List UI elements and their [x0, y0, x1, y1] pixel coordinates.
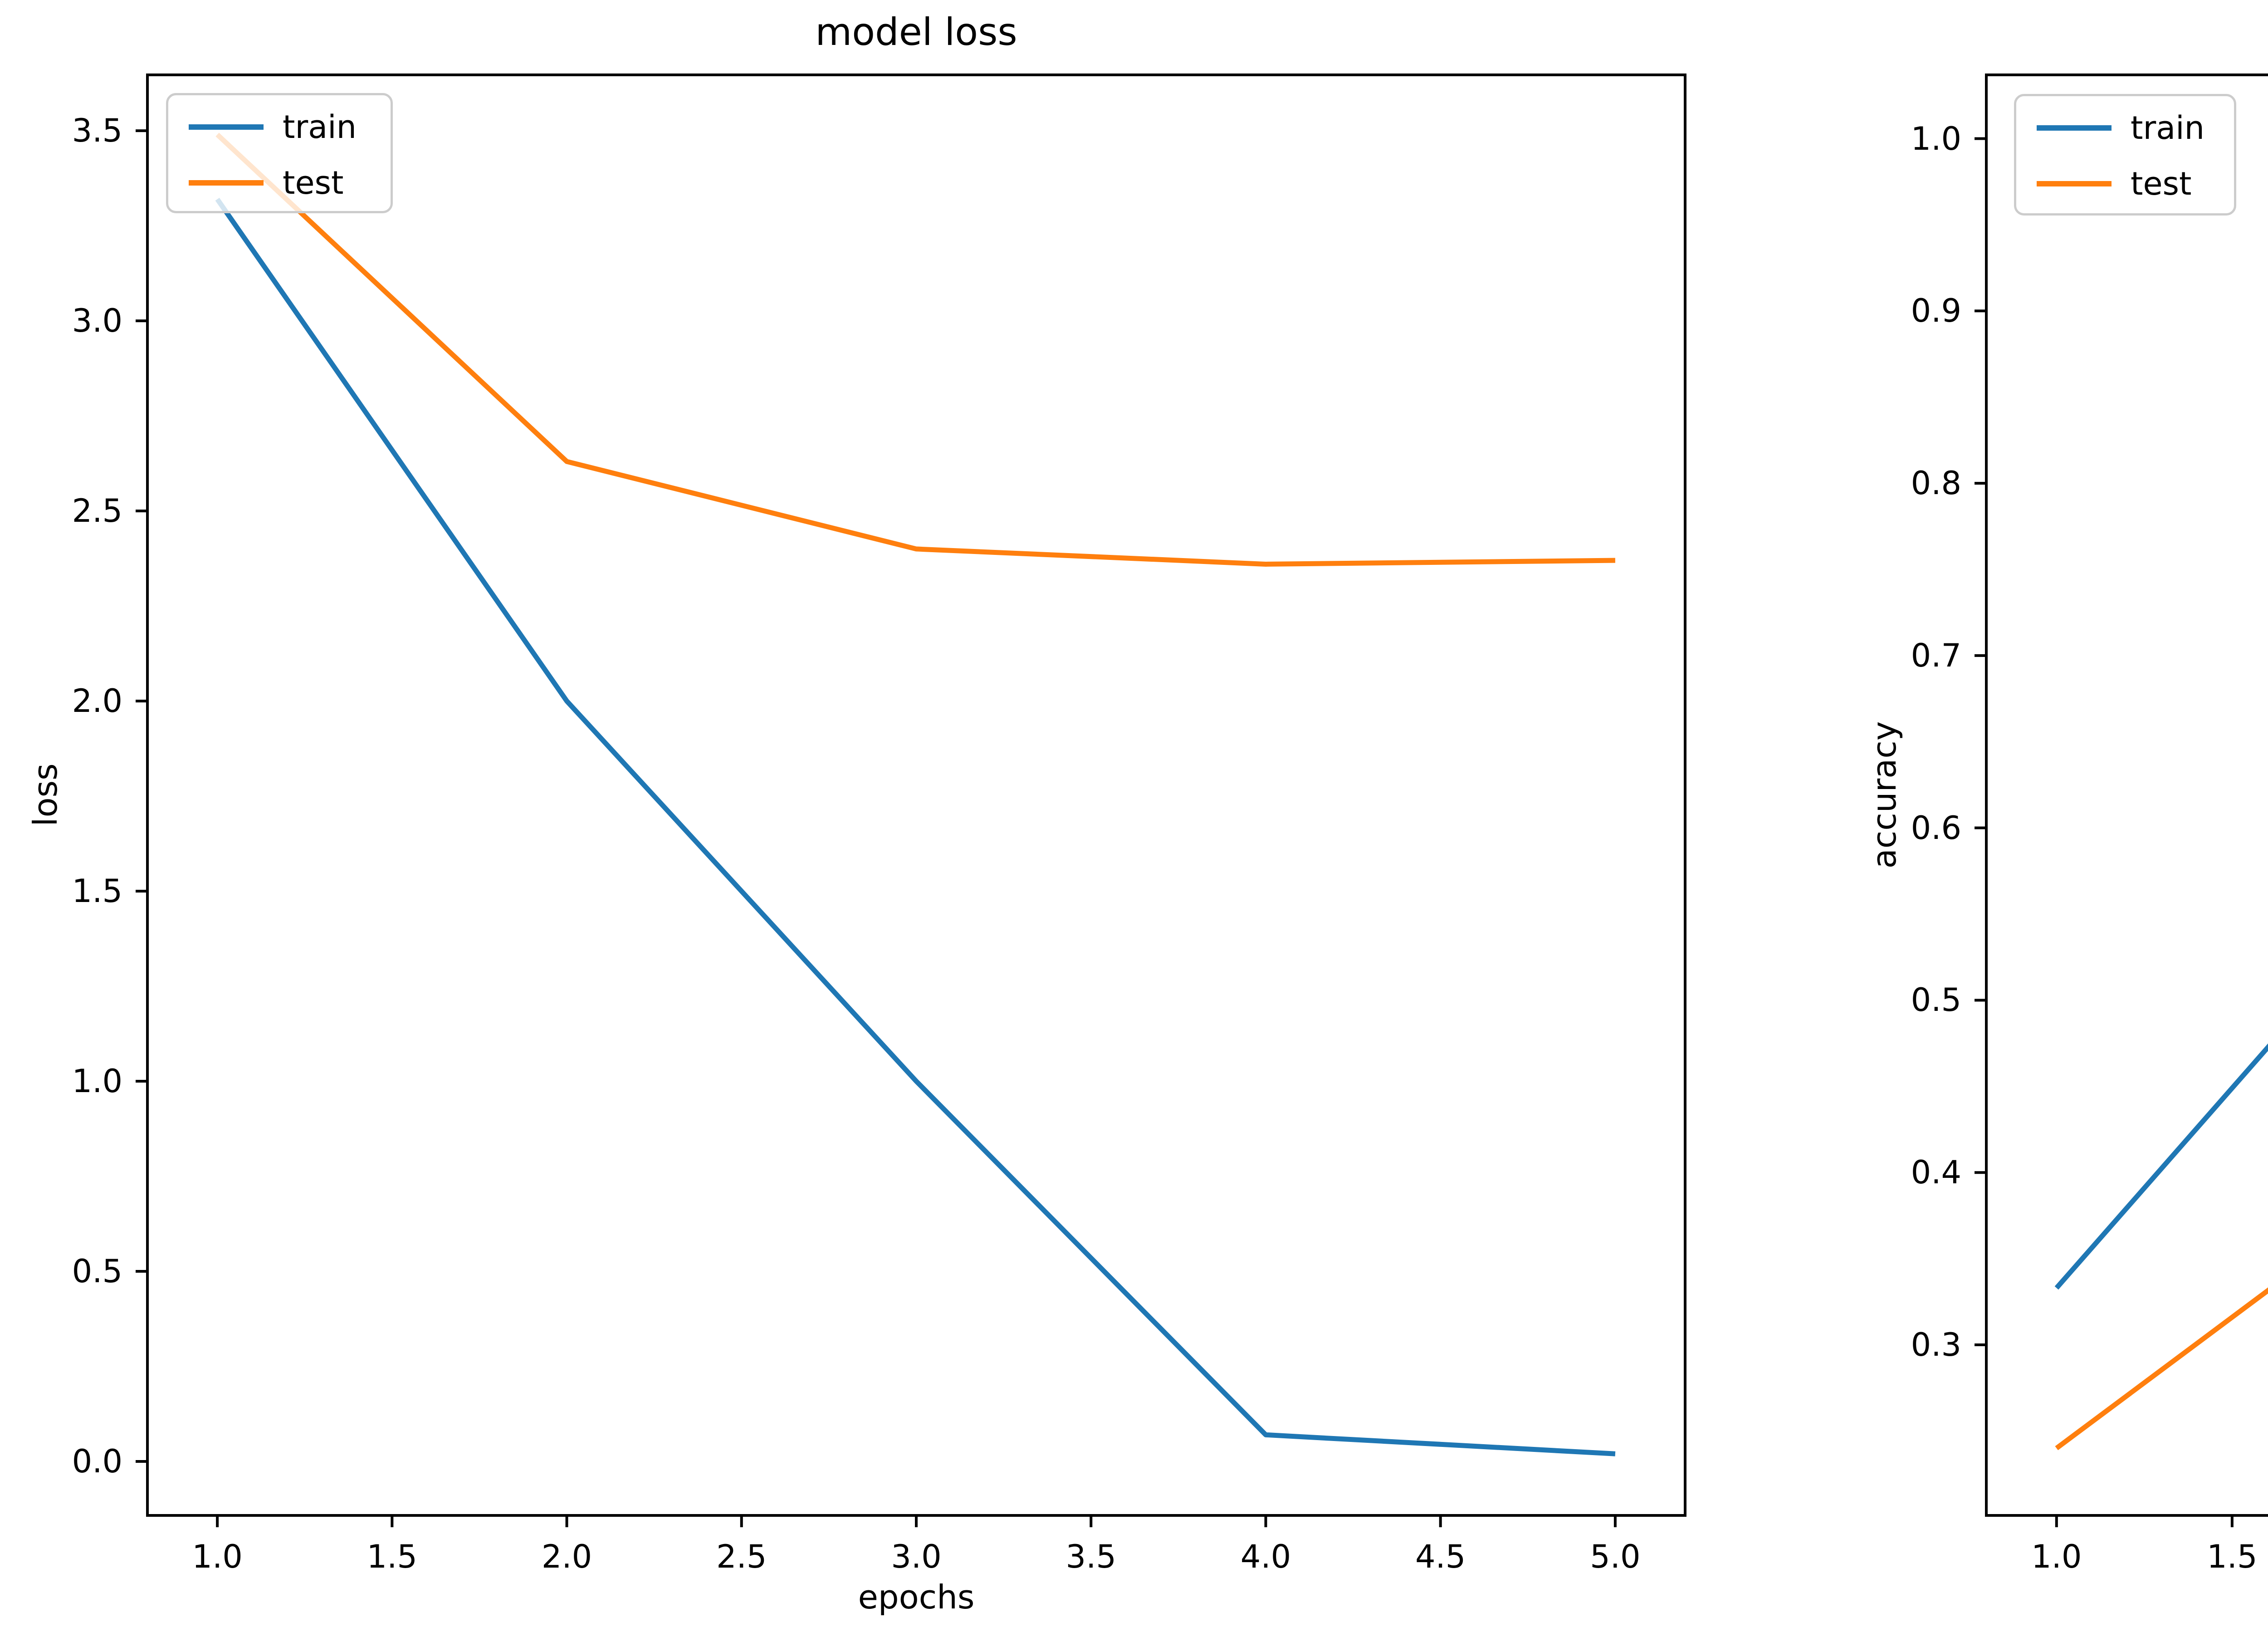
y-tick-label: 2.0 — [72, 682, 122, 720]
chart-3d-cnn-scores: 3D CNN scores epochs accuracy train test… — [1865, 0, 2268, 1647]
y-tick-label: 0.6 — [1911, 809, 1961, 847]
legend-entry-test: test — [2037, 166, 2191, 202]
x-axis-label: epochs — [858, 1578, 975, 1616]
x-tick-label: 4.0 — [1240, 1538, 1291, 1575]
x-tick-label: 1.0 — [2031, 1538, 2082, 1575]
legend-entry-test: test — [189, 165, 343, 201]
chart-model-loss: model loss epochs loss train test 1.0 1.5… — [26, 0, 1685, 1647]
legend: train test — [2014, 94, 2236, 216]
legend-label-train: train — [2131, 109, 2204, 147]
y-tick-label: 1.0 — [1911, 120, 1961, 157]
x-tick-label: 2.5 — [716, 1538, 767, 1575]
test-line-swatch-icon — [189, 180, 264, 186]
train-line — [215, 197, 1616, 1456]
legend-label-test: test — [2131, 165, 2192, 202]
x-axis-label: epochs — [1986, 1578, 2268, 1616]
y-axis-label: accuracy — [1865, 721, 1903, 869]
y-tick-label: 3.0 — [72, 302, 122, 340]
axes-frame — [1985, 74, 2268, 1517]
x-tick-label: 5.0 — [1590, 1538, 1641, 1575]
x-tick-label: 3.5 — [1066, 1538, 1116, 1575]
train-line-swatch-icon — [189, 124, 264, 130]
legend: train test — [166, 93, 393, 213]
y-tick-label: 0.0 — [72, 1443, 122, 1480]
x-tick-label: 2.0 — [541, 1538, 592, 1575]
y-tick-label: 0.8 — [1911, 465, 1961, 502]
legend-entry-train: train — [2037, 110, 2204, 146]
y-axis-label: loss — [26, 763, 64, 827]
y-tick-label: 1.0 — [72, 1063, 122, 1100]
y-tick-label: 0.4 — [1911, 1154, 1961, 1191]
x-tick-label: 4.5 — [1415, 1538, 1466, 1575]
test-line-swatch-icon — [2037, 181, 2112, 186]
x-tick-label: 1.5 — [367, 1538, 417, 1575]
y-tick-label: 2.5 — [72, 492, 122, 530]
y-tick-label: 0.3 — [1911, 1326, 1961, 1363]
legend-entry-train: train — [189, 109, 357, 145]
y-tick-label: 3.5 — [72, 112, 122, 150]
chart-title: model loss — [815, 10, 1017, 54]
x-tick-label: 1.0 — [192, 1538, 243, 1575]
y-tick-label: 0.5 — [72, 1253, 122, 1290]
test-line — [215, 132, 1615, 567]
x-tick-label: 3.0 — [891, 1538, 942, 1575]
chart-title: 3D CNN scores — [1986, 10, 2268, 54]
legend-label-test: test — [283, 164, 344, 201]
train-line-swatch-icon — [2037, 125, 2112, 131]
y-tick-label: 0.7 — [1911, 637, 1961, 674]
legend-label-train: train — [283, 108, 357, 146]
x-tick-label: 1.5 — [2207, 1538, 2258, 1575]
y-tick-label: 0.5 — [1911, 981, 1961, 1019]
y-tick-label: 1.5 — [72, 873, 122, 910]
y-tick-label: 0.9 — [1911, 292, 1961, 330]
